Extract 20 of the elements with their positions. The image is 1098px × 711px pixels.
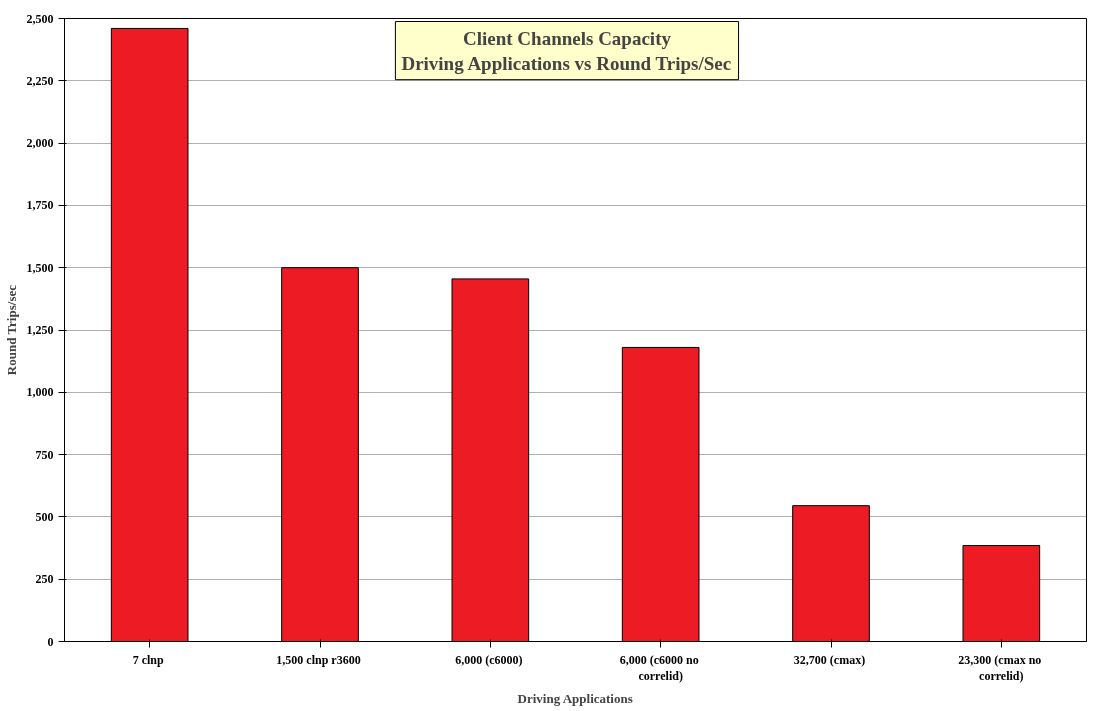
y-tick-label: 500 [35,509,54,524]
y-tick-label: 0 [47,634,54,649]
x-tick-label: 6,000 (c6000) [455,652,523,667]
y-tick-label: 1,250 [26,323,54,337]
x-tick-label: 7 clnp [132,652,164,667]
y-tick-label: 1,750 [26,198,54,213]
y-tick-label: 1,000 [26,385,54,400]
x-axis-title: Driving Applications [517,691,633,707]
x-tick-label: 23,300 (cmax no correlid) [958,652,1042,684]
x-tick-label: 32,700 (cmax) [793,652,866,667]
y-tick-label: 2,250 [26,73,54,88]
y-tick-label: 250 [35,572,54,587]
x-tick-label: 6,000 (c6000 no correlid) [619,652,699,684]
y-axis-title: Round Trips/sec [3,284,19,376]
y-tick-label: 2,500 [26,11,54,26]
text: Client Channels Capacity Driving Applications vs Round Trips/Sec [401,27,732,74]
y-tick-label: 1,500 [26,260,54,275]
y-tick-label: 750 [35,447,54,462]
x-tick-label: 1,500 clnp r3600 [276,652,361,667]
y-tick-label: 2,000 [26,136,54,151]
